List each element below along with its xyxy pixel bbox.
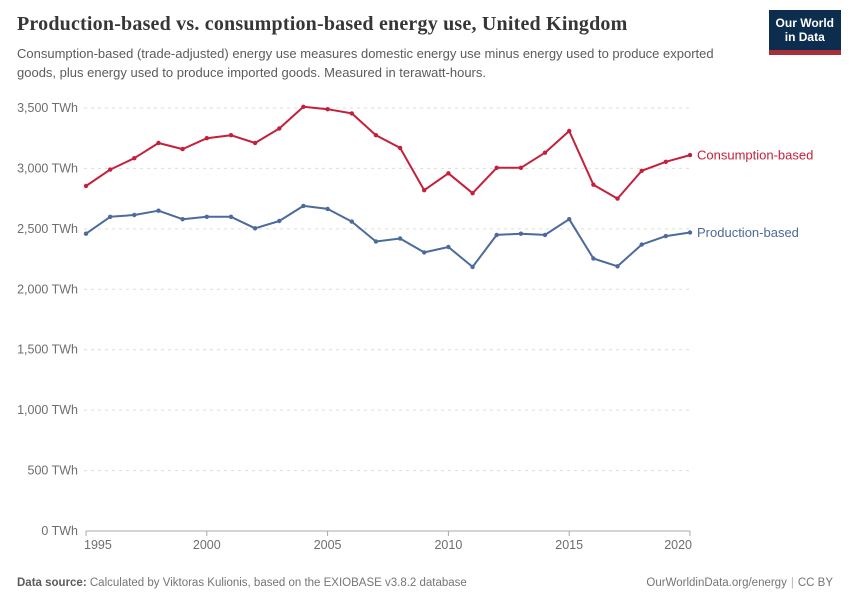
production-based-point <box>663 233 668 239</box>
logo-line2: in Data <box>784 30 825 45</box>
consumption-based-point <box>180 146 185 152</box>
production-based-point <box>156 208 161 213</box>
consumption-based-point <box>277 126 282 131</box>
y-axis-label: 500 TWh <box>28 464 79 478</box>
consumption-based-point <box>542 150 548 155</box>
consumption-based-point <box>470 191 475 196</box>
license-link[interactable]: CC BY <box>797 577 833 589</box>
y-axis-label: 1,500 TWh <box>17 343 78 357</box>
x-axis-label: 2015 <box>555 538 583 552</box>
chart-footer: Data source: Calculated by Viktoras Kuli… <box>17 577 833 589</box>
chart-header: Production-based vs. consumption-based e… <box>17 12 760 83</box>
x-axis-label: 2005 <box>314 538 342 552</box>
production-based-point <box>397 236 403 241</box>
consumption-based-point <box>204 136 209 141</box>
production-based-point <box>252 226 258 231</box>
logo-line1: Our World <box>775 16 834 30</box>
owid-logo[interactable]: Our World in Data <box>768 10 841 55</box>
consumption-based-point <box>663 159 668 164</box>
consumption-based-point <box>518 165 524 170</box>
production-based-point <box>228 214 234 219</box>
consumption-based-point <box>422 188 427 193</box>
consumption-based-point <box>252 140 258 146</box>
consumption-based-point <box>325 107 330 112</box>
production-based-point <box>325 206 330 212</box>
x-axis-label: 1995 <box>84 538 112 552</box>
production-based-point <box>639 242 644 247</box>
consumption-based-point <box>397 145 403 151</box>
production-based-point <box>180 217 185 222</box>
consumption-based-point <box>567 128 572 134</box>
y-axis-label: 3,500 TWh <box>17 101 78 115</box>
production-based-point <box>518 231 524 236</box>
data-source-label: Data source: <box>17 577 87 589</box>
production-based-point <box>567 217 572 222</box>
production-based-point <box>446 244 451 250</box>
production-based-point <box>349 219 354 224</box>
consumption-based-point <box>373 133 379 138</box>
consumption-based-point <box>301 104 306 110</box>
production-based-point <box>83 231 89 236</box>
consumption-based-point <box>639 168 644 173</box>
production-based-line[interactable] <box>85 204 691 268</box>
consumption-based-line[interactable] <box>85 105 691 200</box>
consumption-based-end-label[interactable]: Consumption-based <box>697 148 813 163</box>
production-based-point <box>591 256 596 261</box>
production-based-point <box>470 264 475 270</box>
production-based-series[interactable]: Production-based <box>83 203 799 270</box>
footer-links: OurWorldinData.org/energy | CC BY <box>646 577 833 589</box>
production-based-point <box>108 214 113 219</box>
production-based-point <box>494 232 499 238</box>
footer-separator: | <box>790 577 794 589</box>
production-based-point <box>687 230 693 235</box>
y-axis-label: 1,000 TWh <box>17 403 78 417</box>
y-axis-label: 2,000 TWh <box>17 282 78 296</box>
consumption-based-point <box>591 182 596 187</box>
consumption-based-point <box>83 183 89 189</box>
consumption-based-point <box>687 152 693 158</box>
page-title: Production-based vs. consumption-based e… <box>17 13 628 35</box>
production-based-point <box>132 212 137 218</box>
x-axis-label: 2010 <box>434 538 462 552</box>
x-axis-label: 2000 <box>193 538 221 552</box>
consumption-based-point <box>132 156 137 161</box>
chart-subtitle: Consumption-based (trade-adjusted) energ… <box>17 46 714 80</box>
production-based-point <box>301 203 306 209</box>
consumption-based-point <box>349 111 354 116</box>
y-axis-label: 2,500 TWh <box>17 222 78 236</box>
data-source: Data source: Calculated by Viktoras Kuli… <box>17 577 467 589</box>
production-based-point <box>542 232 548 238</box>
data-source-text: Calculated by Viktoras Kulionis, based o… <box>86 577 467 589</box>
consumption-based-point <box>615 196 620 201</box>
consumption-based-point <box>446 171 451 176</box>
production-based-end-label[interactable]: Production-based <box>697 225 799 240</box>
consumption-based-point <box>228 133 234 138</box>
x-axis-label: 2020 <box>664 538 692 552</box>
production-based-point <box>204 214 209 219</box>
consumption-based-point <box>494 165 499 170</box>
y-axis-label: 3,000 TWh <box>17 161 78 175</box>
production-based-point <box>615 264 620 269</box>
production-based-point <box>277 218 282 224</box>
production-based-point <box>373 239 379 244</box>
consumption-based-point <box>156 140 161 146</box>
consumption-based-point <box>108 167 113 172</box>
consumption-based-series[interactable]: Consumption-based <box>83 104 814 201</box>
production-based-point <box>422 250 427 255</box>
owid-energy-link[interactable]: OurWorldinData.org/energy <box>646 577 787 589</box>
y-axis-label: 0 TWh <box>41 524 78 538</box>
